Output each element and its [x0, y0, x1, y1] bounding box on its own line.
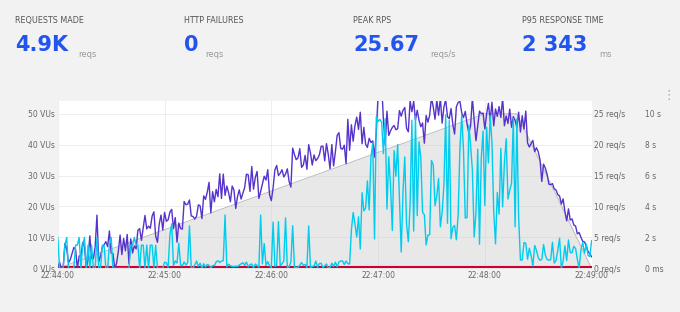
Text: REQUESTS MADE: REQUESTS MADE [15, 16, 84, 25]
Text: 0: 0 [184, 36, 199, 56]
Text: reqs/s: reqs/s [430, 51, 456, 59]
Text: reqs: reqs [205, 51, 223, 59]
Text: PEAK RPS: PEAK RPS [354, 16, 392, 25]
Text: P95 RESPONSE TIME: P95 RESPONSE TIME [522, 16, 604, 25]
Text: ⋮: ⋮ [663, 89, 675, 102]
Text: ms: ms [600, 51, 612, 59]
Text: 4.9K: 4.9K [15, 36, 68, 56]
Text: HTTP FAILURES: HTTP FAILURES [184, 16, 243, 25]
Text: 25.67: 25.67 [354, 36, 420, 56]
Text: reqs: reqs [78, 51, 97, 59]
Text: 2 343: 2 343 [522, 36, 588, 56]
